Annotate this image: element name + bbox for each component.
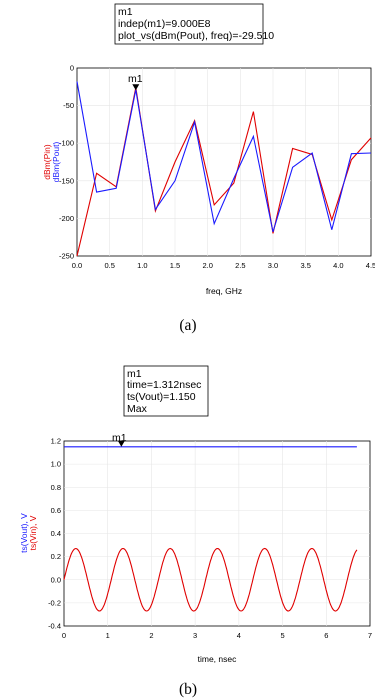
x-tick-label: 2	[149, 631, 153, 640]
x-tick-label: 2.5	[235, 261, 245, 270]
x-tick-label: 3.5	[300, 261, 310, 270]
x-tick-label: 4	[237, 631, 241, 640]
x-tick-label: 0.5	[104, 261, 114, 270]
marker-a-line-2: indep(m1)=9.000E8	[118, 18, 211, 30]
marker-a-line-3: plot_vs(dBm(Pout), freq)=-29.510	[118, 30, 274, 42]
ticks-b: 0 1 2 3 4 5 6 7 1.2 1.0 0.8 0.6 0.4 0.2 0.0 -0.2 -0.4	[48, 437, 372, 641]
series-b	[63, 446, 358, 612]
grid-b	[64, 441, 370, 626]
y-label-pin: dBm(Pin)	[42, 144, 52, 180]
series-line-pin	[76, 87, 372, 257]
x-label-a: freq, GHz	[206, 286, 242, 296]
y-label-pout: dBm(Pout)	[51, 142, 61, 183]
x-tick-label: 2.0	[202, 261, 212, 270]
marker-b-line-3: ts(Vout)=1.150	[127, 391, 196, 403]
y-tick-label: 0	[70, 64, 74, 73]
x-tick-label: 6	[324, 631, 328, 640]
y-tick-label: 0.8	[51, 483, 61, 492]
marker-a-triangle	[132, 84, 140, 91]
marker-b-line-4: Max	[127, 403, 148, 415]
y-tick-label: -0.4	[48, 622, 61, 631]
series-a	[76, 81, 372, 257]
marker-b-triangle	[117, 440, 125, 447]
y-tick-label: 1.0	[51, 460, 61, 469]
y-tick-label: 0.6	[51, 506, 61, 515]
chart-a: 0.0 0.5 1.0 1.5 2.0 2.5 3.0 3.5 4.0 4.5 0 -50 -100 -1…	[42, 3, 375, 334]
x-tick-label: 3.0	[268, 261, 278, 270]
x-tick-label: 1.0	[137, 261, 147, 270]
y-tick-label: -50	[63, 101, 74, 110]
y-tick-label: 0.2	[51, 552, 61, 561]
y-tick-label: -100	[59, 139, 74, 148]
y-tick-label: -250	[59, 252, 74, 261]
y-label-vout: ts(Vout), V	[19, 513, 29, 553]
marker-box-a	[114, 3, 264, 45]
y-label-vin: ts(Vin), V	[28, 515, 38, 550]
chart-b: 0 1 2 3 4 5 6 7 1.2 1.0 0.8 0.6 0.4 0.2 0.0 -0.2 -0.4 m1…	[19, 365, 372, 698]
y-tick-label: -150	[59, 176, 74, 185]
grid-a	[77, 68, 371, 256]
caption-b: (b)	[179, 681, 197, 698]
x-tick-label: 4.5	[366, 261, 375, 270]
x-tick-label: 3	[193, 631, 197, 640]
x-label-b: time, nsec	[198, 654, 237, 664]
x-tick-label: 5	[280, 631, 284, 640]
ticks-a: 0.0 0.5 1.0 1.5 2.0 2.5 3.0 3.5 4.0 4.5 0 -50 -100 -1…	[59, 64, 375, 271]
caption-a: (a)	[179, 317, 196, 334]
x-tick-label: 0	[62, 631, 66, 640]
series-line-pout	[76, 81, 372, 233]
series-line-vin	[63, 547, 358, 612]
y-tick-label: 0.4	[51, 529, 61, 538]
marker-b-line-2: time=1.312nsec	[127, 379, 201, 391]
marker-box-b	[123, 365, 209, 417]
x-tick-label: 0.0	[72, 261, 82, 270]
y-tick-label: 0.0	[51, 575, 61, 584]
plot-frame-a	[76, 67, 372, 257]
x-tick-label: 1	[106, 631, 110, 640]
marker-a-line-1: m1	[118, 6, 133, 18]
y-tick-label: 1.2	[51, 437, 61, 446]
y-tick-label: -200	[59, 214, 74, 223]
marker-b-line-1: m1	[127, 368, 142, 380]
x-tick-label: 1.5	[170, 261, 180, 270]
x-tick-label: 7	[368, 631, 372, 640]
marker-a-label: m1	[128, 73, 143, 85]
y-tick-label: -0.2	[48, 598, 61, 607]
x-tick-label: 4.0	[333, 261, 343, 270]
